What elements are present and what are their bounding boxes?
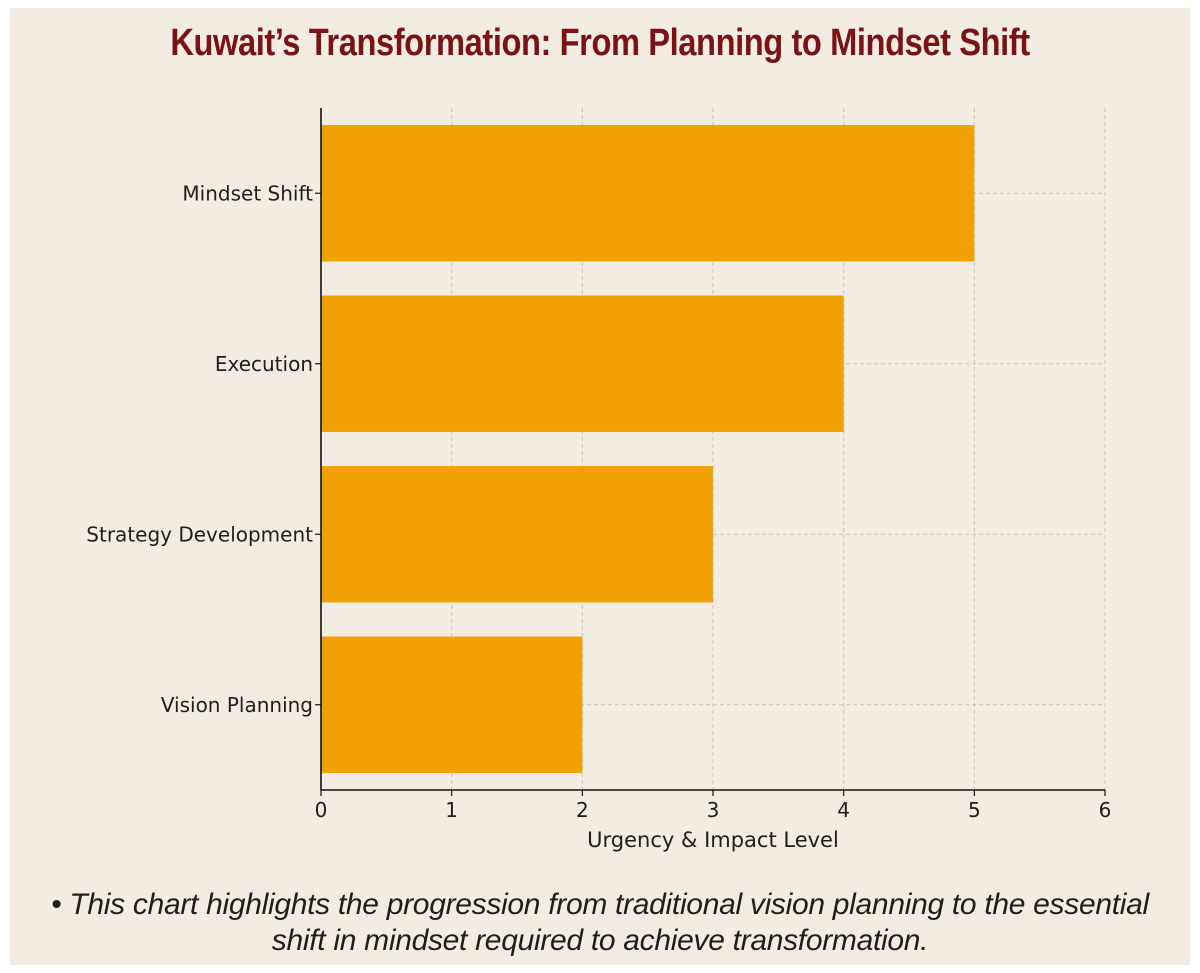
bar (321, 466, 713, 603)
x-tick-label: 4 (837, 798, 850, 822)
chart-caption: • This chart highlights the progression … (51, 888, 1149, 957)
y-tick-label: Mindset Shift (182, 181, 313, 205)
x-axis-label: Urgency & Impact Level (587, 828, 839, 852)
bar (321, 125, 975, 262)
bars (321, 125, 975, 773)
x-tick-label: 6 (1099, 798, 1112, 822)
bar (321, 295, 844, 432)
y-tick-label: Execution (215, 352, 313, 376)
x-tick-label: 2 (576, 798, 589, 822)
x-tick-label: 3 (707, 798, 720, 822)
y-tick-label: Vision Planning (161, 693, 313, 717)
x-tick-label: 0 (315, 798, 328, 822)
bar (321, 636, 583, 773)
tick-labels: 0 1 2 3 4 5 6 Mindset Shift Execution Strategy De… (86, 181, 1111, 822)
x-tick-label: 5 (968, 798, 981, 822)
axes (315, 108, 1106, 796)
chart-title: Kuwait’s Transformation: From Planning t… (170, 22, 1030, 64)
x-tick-label: 1 (445, 798, 458, 822)
y-tick-label: Strategy Development (86, 522, 313, 546)
